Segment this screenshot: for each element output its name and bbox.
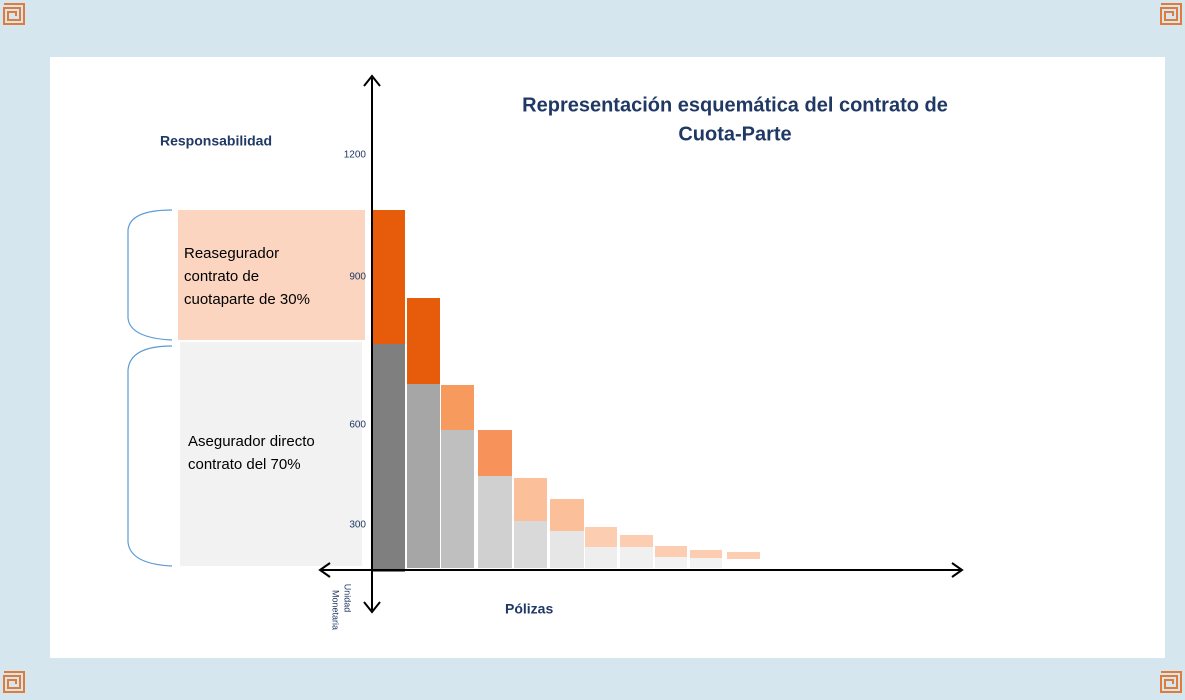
reinsurer-part bbox=[690, 550, 722, 558]
reinsurer-part bbox=[478, 430, 512, 476]
reinsurer-part bbox=[655, 546, 687, 557]
ornament bbox=[3, 671, 25, 693]
corner-ornaments bbox=[3, 3, 1182, 693]
insurer-part bbox=[514, 521, 547, 568]
tick-label: 600 bbox=[349, 420, 366, 431]
tick-label: 900 bbox=[349, 272, 366, 283]
ornament bbox=[3, 3, 25, 25]
box-text: Asegurador directo bbox=[188, 433, 315, 450]
arrow bbox=[363, 601, 381, 614]
brace bbox=[127, 345, 173, 567]
ornament bbox=[1160, 671, 1182, 693]
tick-label: 300 bbox=[349, 520, 366, 531]
insurer-part bbox=[620, 547, 653, 568]
insurer-part bbox=[550, 531, 584, 568]
insurer-part bbox=[478, 476, 512, 568]
insurer-part bbox=[690, 558, 722, 568]
x-axis-label: Pólizas bbox=[505, 601, 553, 617]
reinsurer-part bbox=[441, 385, 474, 430]
axes bbox=[318, 74, 964, 614]
reinsurer-part bbox=[585, 527, 617, 547]
box-text: Reasegurador bbox=[184, 245, 279, 262]
brace bbox=[127, 209, 173, 341]
insurer-part bbox=[372, 344, 405, 572]
y-axis-label: Responsabilidad bbox=[160, 133, 272, 149]
box-text: contrato de bbox=[184, 268, 259, 285]
insurer-box bbox=[180, 342, 362, 566]
reinsurer-part bbox=[514, 478, 547, 521]
title: Representación esquemática del contrato … bbox=[522, 94, 948, 116]
reinsurer-part bbox=[620, 535, 653, 547]
box-text: contrato del 70% bbox=[188, 456, 301, 473]
insurer-part bbox=[727, 559, 760, 568]
reinsurer-box bbox=[178, 210, 365, 340]
box-text: cuotaparte de 30% bbox=[184, 291, 310, 308]
reinsurer-part bbox=[550, 499, 584, 531]
arrow bbox=[951, 562, 964, 578]
arrow bbox=[363, 74, 381, 87]
insurer-part bbox=[585, 547, 617, 568]
unit-label: Unidad bbox=[343, 584, 353, 613]
title: Cuota-Parte bbox=[678, 123, 791, 145]
bars bbox=[372, 210, 760, 572]
insurer-part bbox=[441, 430, 474, 568]
ornament bbox=[1160, 3, 1182, 25]
insurer-part bbox=[655, 557, 687, 568]
unit-label: Monetaria bbox=[331, 590, 341, 630]
arrow bbox=[318, 562, 331, 578]
insurer-part bbox=[407, 384, 440, 568]
tick-label: 1200 bbox=[344, 150, 367, 161]
reinsurer-part bbox=[407, 298, 440, 384]
reinsurer-part bbox=[727, 552, 760, 559]
reinsurer-part bbox=[372, 210, 405, 344]
